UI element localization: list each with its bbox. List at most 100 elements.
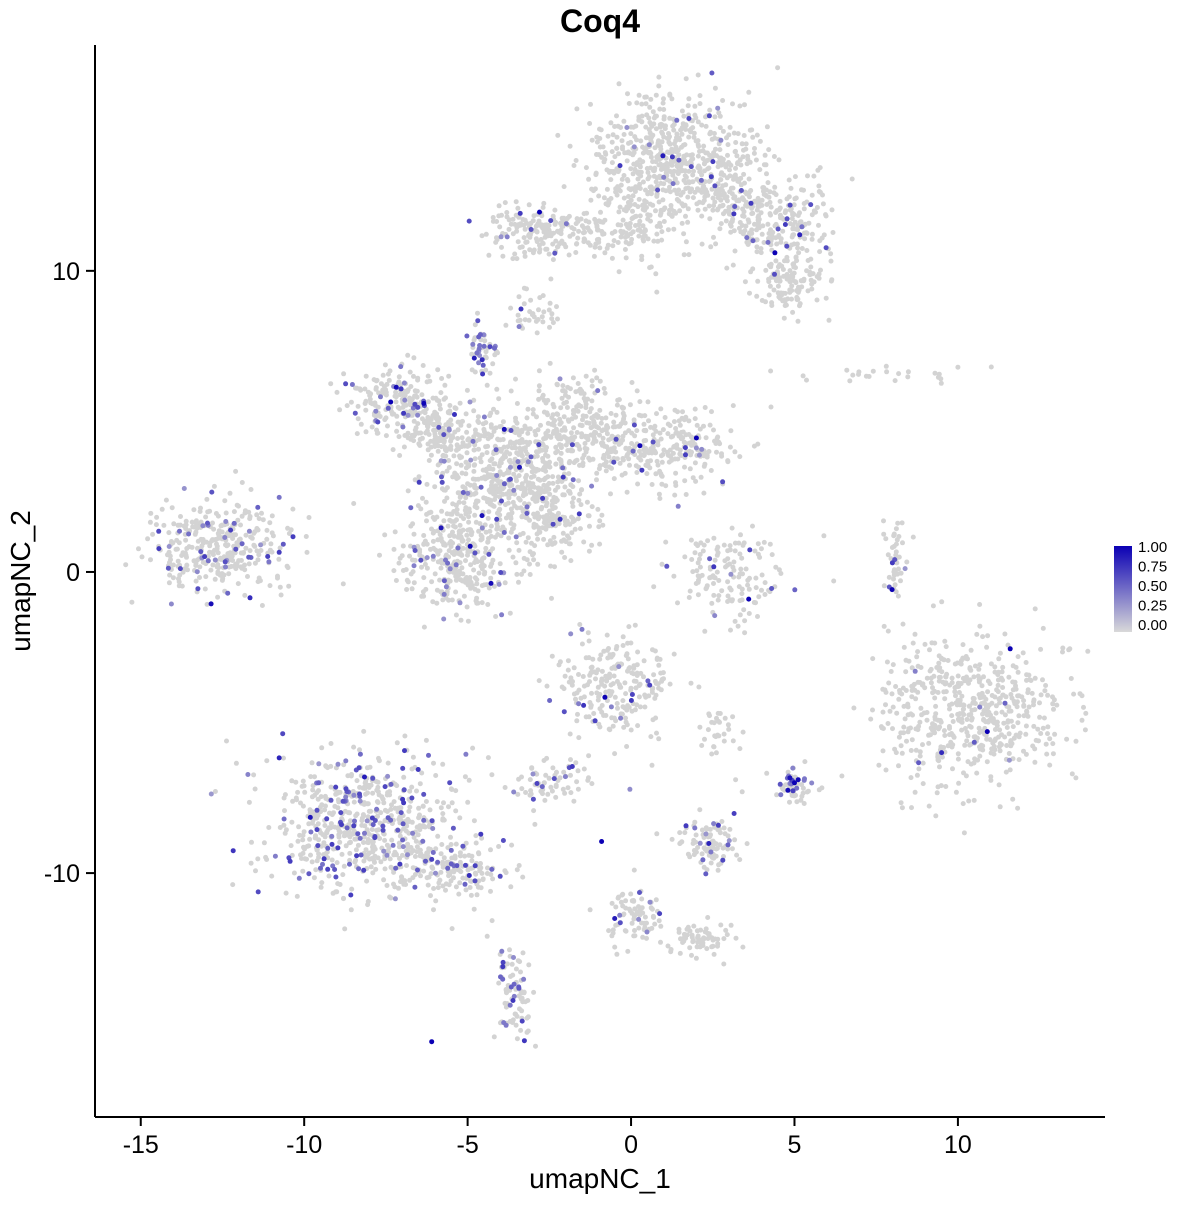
cell-point [416, 474, 422, 480]
cell-point [1045, 692, 1051, 698]
cell-point [688, 126, 694, 132]
cell-point [396, 374, 402, 380]
cell-point [337, 789, 343, 795]
cell-point [830, 230, 836, 235]
cell-point [599, 703, 605, 708]
cell-point [996, 734, 1001, 740]
cell-point [321, 840, 327, 846]
cell-point [461, 593, 467, 599]
cell-point [673, 147, 679, 152]
cell-point [612, 694, 618, 700]
cell-point [667, 134, 672, 140]
cell-point [1002, 734, 1008, 740]
cell-point [685, 219, 691, 225]
cell-point [547, 229, 553, 235]
cell-point [457, 815, 463, 821]
cell-point [552, 221, 558, 227]
cell-point [189, 519, 195, 525]
cell-point [623, 230, 629, 236]
cell-point [368, 864, 374, 870]
cell-point [594, 139, 600, 145]
cell-point [153, 522, 159, 528]
cell-point [517, 497, 523, 503]
cell-point [802, 236, 808, 242]
cell-point [364, 827, 370, 833]
cell-point [491, 583, 497, 589]
cell-point [551, 534, 557, 540]
cell-point [628, 640, 634, 646]
cell-point [531, 557, 537, 563]
cell-point [949, 731, 954, 736]
cell-point [599, 416, 605, 421]
cell-point [282, 808, 287, 814]
cell-point [646, 418, 651, 424]
cell-point [636, 455, 642, 461]
cell-point [628, 131, 634, 137]
cell-point [710, 573, 716, 579]
cell-point [634, 702, 640, 708]
cell-point [898, 800, 904, 806]
cell-point [818, 267, 823, 273]
cell-point [482, 338, 488, 344]
cell-point [648, 191, 654, 197]
cell-point [544, 500, 550, 506]
cell-point [956, 712, 962, 718]
cell-point [440, 883, 446, 889]
cell-point [667, 141, 673, 147]
cell-point [513, 212, 519, 218]
cell-point [440, 597, 446, 603]
cell-point [516, 473, 522, 479]
cell-point [354, 778, 360, 784]
cell-point [585, 630, 591, 636]
cell-point [224, 543, 230, 549]
cell-point [590, 456, 596, 462]
cell-point [682, 554, 688, 560]
cell-point [212, 789, 218, 794]
cell-point [597, 541, 603, 547]
cell-point [646, 450, 652, 456]
cell-point [679, 108, 685, 114]
cell-point [574, 241, 579, 247]
cell-point [704, 452, 710, 458]
cell-point [589, 415, 595, 421]
cell-point [1006, 731, 1012, 737]
cell-point [475, 476, 481, 482]
cell-point [645, 170, 651, 175]
scatter-points-layer [123, 65, 1091, 1049]
cell-point [525, 482, 531, 488]
cell-point [624, 158, 630, 164]
cell-point [756, 220, 761, 226]
cell-point [531, 473, 537, 479]
cell-point [353, 857, 359, 863]
cell-point [385, 760, 391, 766]
cell-point [1023, 660, 1029, 665]
cell-point [665, 227, 671, 233]
cell-point [607, 448, 613, 454]
cell-point [828, 278, 834, 284]
cell-point [470, 745, 476, 751]
cell-point [614, 168, 620, 174]
cell-point [742, 228, 748, 234]
cell-point [436, 398, 442, 404]
cell-point [540, 319, 546, 325]
cell-point [630, 215, 636, 221]
cell-point [856, 369, 862, 375]
cell-point [357, 747, 362, 753]
cell-point [425, 373, 431, 379]
cell-point [659, 237, 665, 243]
cell-point [809, 281, 815, 287]
cell-point [565, 384, 571, 390]
cell-point [420, 824, 426, 830]
cell-point [457, 859, 463, 865]
cell-point [166, 549, 172, 555]
cell-point [653, 208, 658, 214]
cell-point [627, 220, 633, 226]
cell-point [631, 671, 636, 677]
cell-point [516, 863, 522, 868]
cell-point [750, 266, 756, 272]
cell-point [728, 185, 734, 191]
cell-point [702, 160, 708, 166]
cell-point [389, 837, 395, 843]
cell-point [1024, 677, 1029, 683]
cell-point [699, 122, 705, 128]
